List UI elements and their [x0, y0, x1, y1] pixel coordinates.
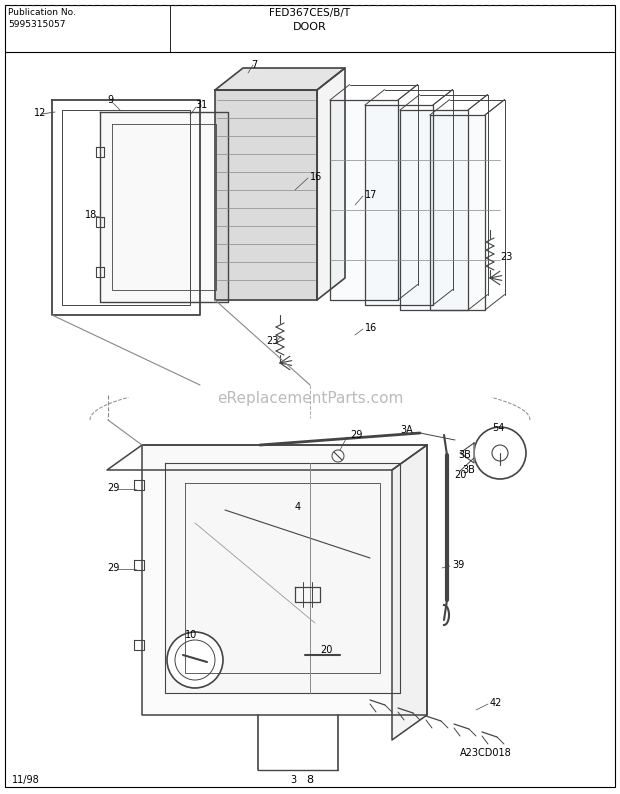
Text: 4: 4 — [295, 502, 301, 512]
Text: 3: 3 — [290, 775, 296, 785]
Circle shape — [474, 427, 526, 479]
Text: DOOR: DOOR — [293, 22, 327, 32]
Circle shape — [167, 632, 223, 688]
Text: 7: 7 — [251, 60, 257, 70]
Polygon shape — [430, 115, 485, 310]
Text: 10: 10 — [185, 630, 197, 640]
Polygon shape — [165, 463, 400, 693]
Polygon shape — [100, 112, 228, 302]
Text: 16: 16 — [365, 323, 377, 333]
Text: 12: 12 — [34, 108, 46, 118]
Text: A23CD018: A23CD018 — [460, 748, 512, 758]
Text: 17: 17 — [365, 190, 378, 200]
Polygon shape — [330, 100, 398, 300]
Text: 20: 20 — [454, 470, 466, 480]
Text: 20: 20 — [320, 645, 332, 655]
Text: 23: 23 — [500, 252, 512, 262]
Text: 42: 42 — [490, 698, 502, 708]
Text: 54: 54 — [492, 423, 505, 433]
Polygon shape — [365, 105, 433, 305]
Text: 3A: 3A — [400, 425, 413, 435]
Text: 39: 39 — [452, 560, 464, 570]
Text: 16: 16 — [310, 172, 322, 182]
Polygon shape — [142, 445, 427, 715]
Text: 23: 23 — [266, 336, 278, 346]
Polygon shape — [460, 443, 474, 463]
Text: Publication No.: Publication No. — [8, 8, 76, 17]
Text: 29: 29 — [107, 563, 120, 573]
Text: eReplacementParts.com: eReplacementParts.com — [217, 391, 403, 406]
Text: 31: 31 — [195, 100, 207, 110]
Text: 9: 9 — [107, 95, 113, 105]
Text: 18: 18 — [85, 210, 97, 220]
Text: 3B: 3B — [462, 465, 475, 475]
Polygon shape — [215, 68, 345, 90]
Text: FED367CES/B/T: FED367CES/B/T — [270, 8, 350, 18]
Polygon shape — [400, 110, 468, 310]
Text: 29: 29 — [107, 483, 120, 493]
Text: 3B: 3B — [458, 450, 471, 460]
Text: 29: 29 — [350, 430, 362, 440]
Polygon shape — [392, 445, 427, 740]
Polygon shape — [215, 90, 317, 300]
Text: 8: 8 — [306, 775, 314, 785]
Polygon shape — [317, 68, 345, 300]
Text: 11/98: 11/98 — [12, 775, 40, 785]
Polygon shape — [107, 445, 427, 470]
Text: 5995315057: 5995315057 — [8, 20, 66, 29]
